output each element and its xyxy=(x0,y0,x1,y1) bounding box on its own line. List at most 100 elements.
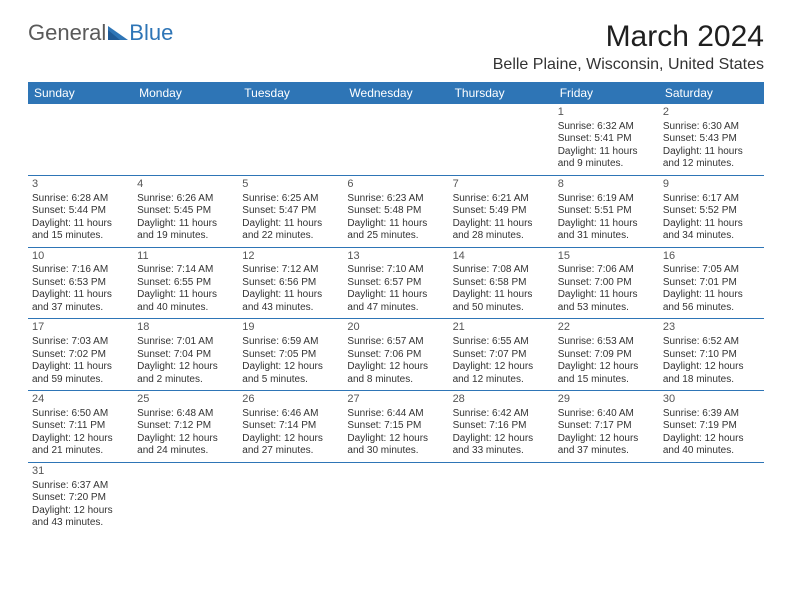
day-ss: Sunset: 5:41 PM xyxy=(558,133,655,146)
day-number: 27 xyxy=(347,393,444,407)
day-cell-22: 22Sunrise: 6:53 AMSunset: 7:09 PMDayligh… xyxy=(554,319,659,391)
day-d1: Daylight: 12 hours xyxy=(663,361,760,374)
day-number: 10 xyxy=(32,250,129,264)
day-d2: and 50 minutes. xyxy=(453,302,550,315)
day-d2: and 15 minutes. xyxy=(558,374,655,387)
empty-cell xyxy=(238,462,343,533)
day-cell-2: 2Sunrise: 6:30 AMSunset: 5:43 PMDaylight… xyxy=(659,104,764,175)
day-d2: and 21 minutes. xyxy=(32,445,129,458)
day-ss: Sunset: 7:15 PM xyxy=(347,420,444,433)
day-sr: Sunrise: 6:23 AM xyxy=(347,193,444,206)
day-ss: Sunset: 7:10 PM xyxy=(663,349,760,362)
day-d2: and 27 minutes. xyxy=(242,445,339,458)
day-d2: and 47 minutes. xyxy=(347,302,444,315)
week-row-0: 1Sunrise: 6:32 AMSunset: 5:41 PMDaylight… xyxy=(28,104,764,175)
day-d2: and 40 minutes. xyxy=(137,302,234,315)
week-row-3: 17Sunrise: 7:03 AMSunset: 7:02 PMDayligh… xyxy=(28,319,764,391)
day-d1: Daylight: 11 hours xyxy=(558,218,655,231)
day-d1: Daylight: 11 hours xyxy=(32,289,129,302)
day-sr: Sunrise: 6:55 AM xyxy=(453,336,550,349)
day-number: 23 xyxy=(663,321,760,335)
header: General Blue March 2024 Belle Plaine, Wi… xyxy=(28,20,764,74)
weekday-header-row: SundayMondayTuesdayWednesdayThursdayFrid… xyxy=(28,82,764,104)
day-sr: Sunrise: 6:30 AM xyxy=(663,121,760,134)
day-ss: Sunset: 7:04 PM xyxy=(137,349,234,362)
day-cell-19: 19Sunrise: 6:59 AMSunset: 7:05 PMDayligh… xyxy=(238,319,343,391)
day-number: 28 xyxy=(453,393,550,407)
day-cell-20: 20Sunrise: 6:57 AMSunset: 7:06 PMDayligh… xyxy=(343,319,448,391)
calendar-table: SundayMondayTuesdayWednesdayThursdayFrid… xyxy=(28,82,764,534)
day-number: 24 xyxy=(32,393,129,407)
day-ss: Sunset: 6:58 PM xyxy=(453,277,550,290)
day-number: 5 xyxy=(242,178,339,192)
day-d2: and 37 minutes. xyxy=(32,302,129,315)
day-sr: Sunrise: 6:44 AM xyxy=(347,408,444,421)
day-number: 11 xyxy=(137,250,234,264)
day-number: 30 xyxy=(663,393,760,407)
day-number: 4 xyxy=(137,178,234,192)
day-d2: and 28 minutes. xyxy=(453,230,550,243)
day-number: 14 xyxy=(453,250,550,264)
day-d2: and 12 minutes. xyxy=(663,158,760,171)
day-d1: Daylight: 11 hours xyxy=(347,289,444,302)
day-ss: Sunset: 7:07 PM xyxy=(453,349,550,362)
logo: General Blue xyxy=(28,20,173,46)
title-block: March 2024 Belle Plaine, Wisconsin, Unit… xyxy=(493,20,764,74)
day-cell-27: 27Sunrise: 6:44 AMSunset: 7:15 PMDayligh… xyxy=(343,391,448,463)
empty-cell xyxy=(28,104,133,175)
day-d1: Daylight: 11 hours xyxy=(137,218,234,231)
day-d1: Daylight: 11 hours xyxy=(558,289,655,302)
day-ss: Sunset: 5:44 PM xyxy=(32,205,129,218)
day-sr: Sunrise: 7:12 AM xyxy=(242,264,339,277)
weekday-0: Sunday xyxy=(28,82,133,104)
day-ss: Sunset: 6:57 PM xyxy=(347,277,444,290)
day-d1: Daylight: 11 hours xyxy=(453,289,550,302)
day-d1: Daylight: 11 hours xyxy=(32,361,129,374)
day-ss: Sunset: 5:51 PM xyxy=(558,205,655,218)
day-d1: Daylight: 11 hours xyxy=(242,289,339,302)
day-d1: Daylight: 12 hours xyxy=(242,433,339,446)
day-sr: Sunrise: 7:10 AM xyxy=(347,264,444,277)
week-row-1: 3Sunrise: 6:28 AMSunset: 5:44 PMDaylight… xyxy=(28,175,764,247)
weekday-6: Saturday xyxy=(659,82,764,104)
day-number: 12 xyxy=(242,250,339,264)
day-ss: Sunset: 7:11 PM xyxy=(32,420,129,433)
empty-cell xyxy=(133,104,238,175)
day-cell-7: 7Sunrise: 6:21 AMSunset: 5:49 PMDaylight… xyxy=(449,175,554,247)
empty-cell xyxy=(133,462,238,533)
day-sr: Sunrise: 6:26 AM xyxy=(137,193,234,206)
day-d2: and 37 minutes. xyxy=(558,445,655,458)
day-ss: Sunset: 6:55 PM xyxy=(137,277,234,290)
day-cell-14: 14Sunrise: 7:08 AMSunset: 6:58 PMDayligh… xyxy=(449,247,554,319)
day-ss: Sunset: 5:45 PM xyxy=(137,205,234,218)
day-d1: Daylight: 11 hours xyxy=(663,218,760,231)
day-cell-15: 15Sunrise: 7:06 AMSunset: 7:00 PMDayligh… xyxy=(554,247,659,319)
day-d1: Daylight: 12 hours xyxy=(347,361,444,374)
day-d1: Daylight: 11 hours xyxy=(347,218,444,231)
day-cell-16: 16Sunrise: 7:05 AMSunset: 7:01 PMDayligh… xyxy=(659,247,764,319)
empty-cell xyxy=(659,462,764,533)
day-number: 7 xyxy=(453,178,550,192)
day-ss: Sunset: 6:53 PM xyxy=(32,277,129,290)
day-number: 2 xyxy=(663,106,760,120)
day-d1: Daylight: 12 hours xyxy=(558,433,655,446)
day-ss: Sunset: 7:19 PM xyxy=(663,420,760,433)
day-ss: Sunset: 7:14 PM xyxy=(242,420,339,433)
day-d2: and 2 minutes. xyxy=(137,374,234,387)
day-d2: and 34 minutes. xyxy=(663,230,760,243)
day-sr: Sunrise: 6:57 AM xyxy=(347,336,444,349)
weekday-2: Tuesday xyxy=(238,82,343,104)
day-d1: Daylight: 11 hours xyxy=(663,146,760,159)
day-sr: Sunrise: 6:37 AM xyxy=(32,480,129,493)
day-cell-5: 5Sunrise: 6:25 AMSunset: 5:47 PMDaylight… xyxy=(238,175,343,247)
day-cell-1: 1Sunrise: 6:32 AMSunset: 5:41 PMDaylight… xyxy=(554,104,659,175)
day-cell-4: 4Sunrise: 6:26 AMSunset: 5:45 PMDaylight… xyxy=(133,175,238,247)
day-d2: and 33 minutes. xyxy=(453,445,550,458)
day-number: 6 xyxy=(347,178,444,192)
day-number: 9 xyxy=(663,178,760,192)
day-number: 25 xyxy=(137,393,234,407)
logo-text-1: General xyxy=(28,20,106,46)
week-row-5: 31Sunrise: 6:37 AMSunset: 7:20 PMDayligh… xyxy=(28,462,764,533)
day-sr: Sunrise: 6:53 AM xyxy=(558,336,655,349)
day-d2: and 24 minutes. xyxy=(137,445,234,458)
